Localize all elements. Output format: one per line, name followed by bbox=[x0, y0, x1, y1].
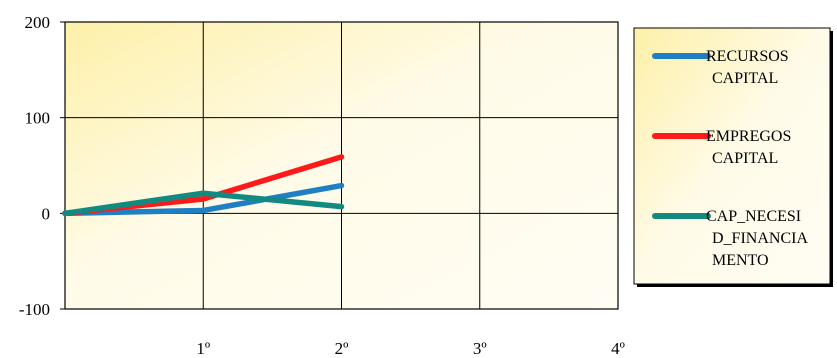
x-tick-label: 1º bbox=[196, 339, 210, 358]
legend: RECURSOS CAPITAL EMPREGOS CAPITAL CAP_NECESI… bbox=[633, 27, 833, 287]
legend-label: EMPREGOS bbox=[706, 128, 791, 145]
series-line-3 bbox=[62, 190, 345, 217]
y-tick-label: -100 bbox=[19, 300, 50, 319]
legend-label: CAPITAL bbox=[712, 150, 778, 167]
y-tick-label: 200 bbox=[25, 13, 51, 32]
series-line-1 bbox=[62, 182, 345, 217]
legend-box bbox=[633, 27, 831, 285]
y-tick-label: 0 bbox=[42, 204, 51, 223]
x-tick-label: 2º bbox=[335, 339, 349, 358]
legend-label: CAPITAL bbox=[712, 70, 778, 87]
x-tick-label: 3º bbox=[473, 339, 487, 358]
plot-border bbox=[64, 21, 619, 310]
x-tick-label: 4º bbox=[611, 339, 625, 358]
plot-area: 200 100 0 -100 1º 2º 3º 4º bbox=[19, 13, 625, 358]
y-tick-label: 100 bbox=[25, 109, 51, 128]
legend-label: RECURSOS bbox=[706, 48, 789, 65]
legend-label: CAP_NECESI bbox=[706, 208, 801, 225]
legend-label: D_FINANCIA bbox=[712, 230, 808, 247]
legend-label: MENTO bbox=[712, 252, 769, 269]
